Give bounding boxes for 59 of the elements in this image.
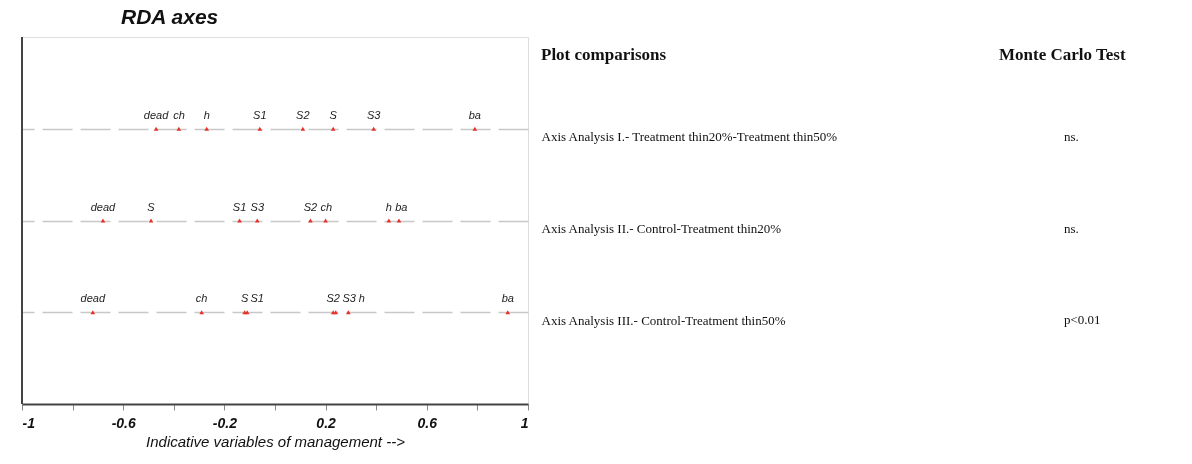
x-axis-title: Indicative variables of management --> bbox=[146, 432, 406, 450]
point bbox=[90, 310, 96, 315]
point bbox=[257, 126, 263, 131]
text: ch bbox=[173, 108, 185, 121]
text: S bbox=[240, 292, 249, 305]
point bbox=[199, 310, 204, 315]
series-label: ba bbox=[395, 200, 408, 213]
series-label: S3 bbox=[366, 108, 382, 121]
x-tick-label: 0.6 bbox=[417, 414, 438, 431]
point bbox=[237, 218, 242, 223]
x-tick-label: 1 bbox=[520, 414, 529, 431]
point bbox=[176, 126, 182, 131]
series-label: ch bbox=[320, 200, 333, 213]
text: S2 bbox=[303, 200, 318, 213]
series-label: h bbox=[203, 108, 210, 121]
point bbox=[323, 218, 328, 223]
text: S3 bbox=[342, 292, 356, 305]
text: S2 bbox=[326, 292, 340, 305]
point bbox=[153, 126, 159, 131]
point bbox=[100, 218, 106, 223]
series-label: dead bbox=[143, 108, 170, 121]
point bbox=[300, 126, 306, 131]
point bbox=[472, 126, 478, 131]
point bbox=[386, 218, 392, 223]
series-label: S1 bbox=[250, 292, 264, 305]
text: ns. bbox=[1064, 220, 1079, 236]
text: h bbox=[358, 292, 365, 305]
series-label: S2 bbox=[296, 108, 310, 121]
text: ba bbox=[468, 108, 481, 121]
point bbox=[148, 218, 154, 223]
point bbox=[330, 126, 336, 131]
point bbox=[308, 218, 313, 223]
y-tick-label: Axis Analysis II.- Control-Treatment thin20% bbox=[541, 221, 782, 236]
text: p<0.01 bbox=[1064, 312, 1101, 328]
text: S1 bbox=[232, 200, 247, 213]
text: S3 bbox=[250, 200, 265, 213]
text: h bbox=[385, 200, 392, 213]
point bbox=[204, 126, 210, 131]
text: ch bbox=[195, 292, 208, 305]
y-tick-label: Axis Analysis I.- Treatment thin20%-Treatment thin50% bbox=[541, 129, 838, 145]
text: S bbox=[329, 108, 337, 121]
text: dead bbox=[90, 200, 116, 213]
point bbox=[396, 218, 402, 223]
series-label: S bbox=[147, 200, 156, 213]
x-tick-label: 0.2 bbox=[316, 414, 337, 431]
text: dead bbox=[80, 292, 106, 305]
chart-title: RDA axes bbox=[121, 5, 219, 28]
point bbox=[371, 126, 377, 131]
x-tick-label: -0.6 bbox=[111, 414, 136, 431]
x-tick-label: -1 bbox=[22, 414, 36, 431]
y-tick-label: Axis Analysis III.- Control-Treatment thin50% bbox=[541, 312, 786, 328]
text: Plot comparisons bbox=[541, 45, 667, 64]
text: S1 bbox=[253, 108, 267, 121]
text: ns. bbox=[1064, 128, 1079, 144]
x-tick-label: -0.2 bbox=[212, 414, 238, 431]
text: Monte Carlo Test bbox=[999, 45, 1126, 64]
point bbox=[346, 310, 351, 315]
point bbox=[254, 218, 260, 223]
text: ba bbox=[501, 292, 514, 305]
